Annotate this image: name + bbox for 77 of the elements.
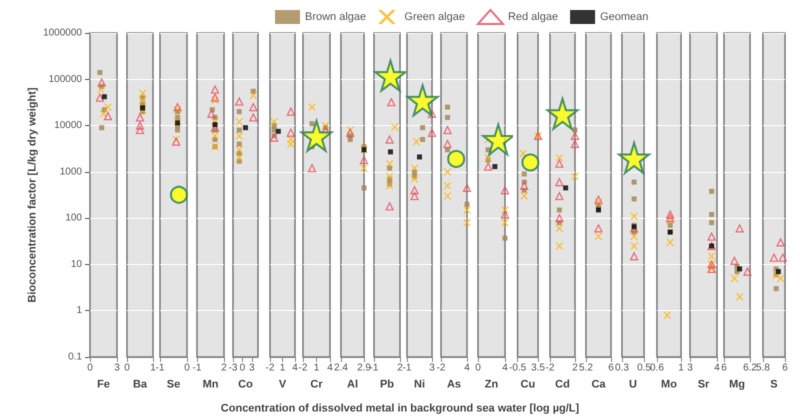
x-axis-title: Cu xyxy=(520,378,536,390)
y-tick-label: 10000 xyxy=(54,120,82,132)
x-tick-label: 2.9 xyxy=(357,362,372,374)
x-tick-label: 4 xyxy=(714,362,720,374)
x-axis-title: Sr xyxy=(698,378,710,390)
x-tick-label: -1 xyxy=(192,362,202,374)
x-axis-title: Ba xyxy=(132,378,148,390)
y-tick-label: 1000000 xyxy=(43,28,82,38)
x-tick-label: 1 xyxy=(314,362,320,374)
legend-label: Brown algae xyxy=(305,11,366,23)
x-axis-title: Zn xyxy=(484,378,498,390)
x-tick-label: 4 xyxy=(464,362,470,374)
x-axis-title: Mn xyxy=(202,378,219,390)
x-tick-label: -3 xyxy=(228,362,238,374)
x-tick-label: -1 xyxy=(370,362,379,374)
x-axis-title: Pb xyxy=(380,378,394,390)
x-tick-label: 3 xyxy=(248,362,255,374)
x-tick-label: -2 xyxy=(546,362,555,374)
x-tick-label: 0.3 xyxy=(615,362,630,374)
x-tick-label: -2 xyxy=(436,362,446,374)
y-tick-label: 100000 xyxy=(48,74,82,85)
y-tick-label: 0.1 xyxy=(68,352,82,362)
x-tick-label: 0 xyxy=(184,362,190,374)
x-axis-title: V xyxy=(278,378,287,390)
x-tick-label: 2 xyxy=(397,362,404,374)
x-tick-label: 3 xyxy=(687,362,694,374)
x-tick-label: 5.2 xyxy=(579,362,594,374)
x-axis-title: As xyxy=(446,378,462,390)
x-tick-label: 6 xyxy=(782,362,788,374)
x-axis-title: Ni xyxy=(414,378,425,390)
x-axis-title: Co xyxy=(238,378,254,390)
x-axis-title: S xyxy=(770,378,778,390)
x-tick-label: 4 xyxy=(292,362,298,374)
y-tick-label: 1 xyxy=(76,305,82,316)
x-axis-title: Fe xyxy=(97,378,110,390)
text: Concentration of dissolved metal in background sea water [log µg/L] xyxy=(220,402,580,414)
x-tick-label: 0 xyxy=(124,362,130,374)
x-tick-label: 0 xyxy=(240,362,246,374)
legend-label: Geomean xyxy=(600,11,648,23)
x-tick-label: 1 xyxy=(678,362,684,374)
x-axis-title: Cd xyxy=(555,378,570,390)
legend-label: Red algae xyxy=(508,11,558,23)
x-tick-label: -2 xyxy=(266,362,275,374)
y-tick-label: 100 xyxy=(65,212,82,224)
x-tick-label: 6 xyxy=(608,362,614,374)
x-axis-title: Al xyxy=(347,378,358,390)
x-tick-label: 3.5 xyxy=(531,362,546,374)
x-tick-label: 1 xyxy=(280,362,286,374)
x-tick-label: 2.4 xyxy=(334,362,348,374)
x-tick-label: 6.2 xyxy=(743,362,758,374)
x-tick-label: 0 xyxy=(87,362,94,374)
x-tick-label: -1 xyxy=(156,362,165,374)
x-tick-label: 0.6 xyxy=(650,362,664,374)
x-axis-title: Mo xyxy=(661,378,678,390)
x-axis-title: Mg xyxy=(729,378,745,390)
x-tick-label: 4 xyxy=(327,362,334,374)
x-axis-title: Cr xyxy=(310,378,324,390)
x-tick-label: 3 xyxy=(429,362,436,374)
x-tick-label: -2 xyxy=(298,362,308,374)
y-axis-title: Bioconcentration factor [L/kg dry weight] xyxy=(26,87,38,303)
x-tick-label: 5.8 xyxy=(756,362,770,374)
x-tick-label: -0.5 xyxy=(509,362,527,374)
legend-label: Green algae xyxy=(404,11,465,23)
y-tick-label: 1000 xyxy=(60,166,82,178)
x-tick-label: 2 xyxy=(572,362,578,374)
x-tick-label: 2 xyxy=(221,362,228,374)
x-tick-label: 4 xyxy=(502,362,508,374)
x-tick-label: -1 xyxy=(402,362,412,374)
x-axis-title: U xyxy=(629,378,638,390)
x-tick-label: 1 xyxy=(150,362,156,374)
x-axis-title: Ca xyxy=(591,378,606,390)
x-tick-label: 3 xyxy=(114,362,120,374)
x-tick-label: 0.5 xyxy=(637,362,652,374)
x-tick-label: 6 xyxy=(721,362,728,374)
x-axis-title: Se xyxy=(166,378,180,390)
x-tick-label: 0 xyxy=(475,362,482,374)
y-tick-label: 10 xyxy=(70,258,82,270)
